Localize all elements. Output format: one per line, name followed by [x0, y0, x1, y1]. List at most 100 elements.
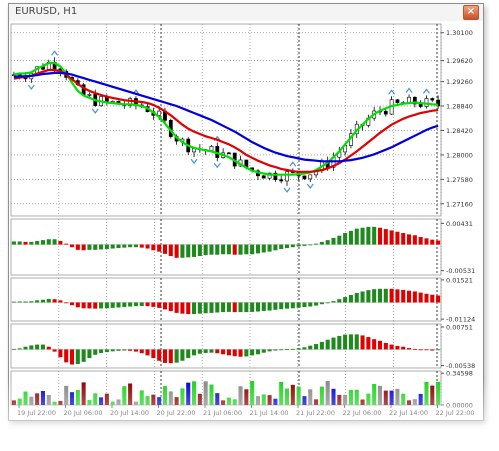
- pane-4: [10, 370, 442, 406]
- indicator-bar: [366, 290, 371, 303]
- indicator-bar: [412, 348, 417, 350]
- close-icon[interactable]: ×: [463, 5, 479, 20]
- indicator-bar: [354, 228, 359, 245]
- indicator-bar: [151, 394, 156, 405]
- x-tick-label: 22 Jul 06:00: [343, 409, 382, 417]
- indicator-bar: [319, 386, 324, 405]
- x-tick-label: 21 Jul 06:00: [203, 409, 242, 417]
- indicator-bar: [81, 302, 86, 309]
- indicator-bar: [81, 382, 86, 405]
- indicator-bar: [99, 244, 104, 250]
- indicator-bar: [192, 302, 197, 315]
- indicator-bar: [366, 226, 371, 245]
- indicator-bar: [209, 244, 214, 255]
- indicator-bar: [186, 382, 191, 405]
- indicator-bar: [389, 288, 394, 303]
- indicator-bar: [279, 381, 284, 405]
- fractal-up-marker: [51, 50, 59, 56]
- indicator-bar: [104, 349, 109, 353]
- x-tick-label: 22 Jul 14:00: [389, 409, 428, 417]
- indicator-bar: [226, 349, 231, 356]
- indicator-bar: [314, 243, 319, 245]
- fractal-up-marker: [289, 161, 297, 167]
- indicator-bar: [226, 397, 231, 405]
- indicator-bar: [46, 346, 51, 350]
- indicator-bar: [331, 237, 336, 245]
- indicator-bar: [75, 349, 80, 364]
- indicator-bar: [255, 396, 260, 405]
- title-bar[interactable]: EURUSD, H1 ×: [9, 4, 483, 21]
- candle-body: [279, 179, 284, 182]
- candle-body: [157, 110, 162, 116]
- indicator-bar: [157, 302, 162, 308]
- indicator-bar: [331, 337, 336, 350]
- indicator-bar: [128, 383, 133, 405]
- indicator-bar: [226, 302, 231, 312]
- indicator-bar: [69, 244, 75, 248]
- indicator-bar: [232, 349, 237, 357]
- indicator-bar: [261, 302, 266, 311]
- indicator-bar: [174, 349, 179, 363]
- indicator-bar: [395, 388, 400, 405]
- indicator-bar: [354, 389, 359, 405]
- indicator-bar: [395, 345, 400, 350]
- indicator-bar: [337, 299, 342, 303]
- indicator-bar: [372, 226, 377, 245]
- indicator-bar: [128, 244, 133, 248]
- indicator-bar: [46, 298, 51, 303]
- x-tick-label: 20 Jul 22:00: [157, 409, 196, 417]
- candle-body: [436, 99, 440, 107]
- pane-1: [10, 218, 442, 276]
- indicator-bar: [279, 244, 284, 249]
- pane-0: [10, 23, 442, 217]
- indicator-bar: [238, 386, 243, 405]
- indicator-bar: [337, 335, 342, 350]
- indicator-bar: [29, 241, 34, 245]
- indicator-bar: [221, 244, 226, 255]
- indicator-bar: [40, 240, 45, 245]
- indicator-bar: [331, 388, 336, 405]
- indicator-bar: [290, 244, 295, 248]
- candle-body: [412, 96, 417, 105]
- indicator-bar: [418, 237, 423, 245]
- indicator-bar: [197, 349, 202, 354]
- y-tick-label: 1.29260: [446, 78, 473, 86]
- indicator-bar: [244, 389, 249, 405]
- indicator-bar: [226, 244, 231, 255]
- candle-body: [308, 174, 313, 180]
- indicator-bar: [407, 400, 412, 405]
- indicator-bar: [296, 244, 301, 247]
- chart-window: EURUSD, H1 × 1.30100 1.29620 1.29260 1.2884…: [8, 3, 484, 421]
- indicator-bar: [23, 346, 28, 350]
- indicator-bar: [203, 244, 208, 256]
- indicator-bar: [244, 349, 249, 357]
- indicator-bar: [377, 340, 383, 350]
- indicator-bar: [23, 241, 28, 245]
- indicator-bar: [87, 302, 92, 309]
- indicator-bar: [162, 302, 168, 310]
- candle-body: [87, 94, 92, 96]
- indicator-bar: [133, 244, 138, 248]
- chart-canvas[interactable]: 1.30100 1.29620 1.29260 1.28840 1.28420 1.280…: [9, 21, 483, 420]
- indicator-bar: [418, 349, 423, 351]
- indicator-bar: [192, 381, 197, 405]
- indicator-bar: [238, 244, 243, 255]
- indicator-bar: [215, 302, 220, 313]
- indicator-bar: [244, 244, 249, 255]
- indicator-bar: [232, 399, 237, 405]
- indicator-bar: [58, 300, 63, 303]
- indicator-bar: [104, 302, 109, 309]
- candle-body: [285, 171, 289, 182]
- indicator-bar: [412, 399, 417, 405]
- indicator-bar: [17, 398, 22, 405]
- y-tick-label: 1.28420: [446, 127, 473, 135]
- indicator-bar: [418, 292, 423, 303]
- indicator-bar: [35, 344, 40, 350]
- y-tick-label: 0.34598: [446, 370, 473, 378]
- y-tick-label: 1.28000: [446, 151, 473, 159]
- indicator-bar: [29, 396, 34, 405]
- fractal-down-marker: [306, 183, 314, 190]
- fractal-down-marker: [190, 158, 198, 165]
- indicator-bar: [401, 289, 406, 303]
- indicator-bar: [412, 235, 417, 245]
